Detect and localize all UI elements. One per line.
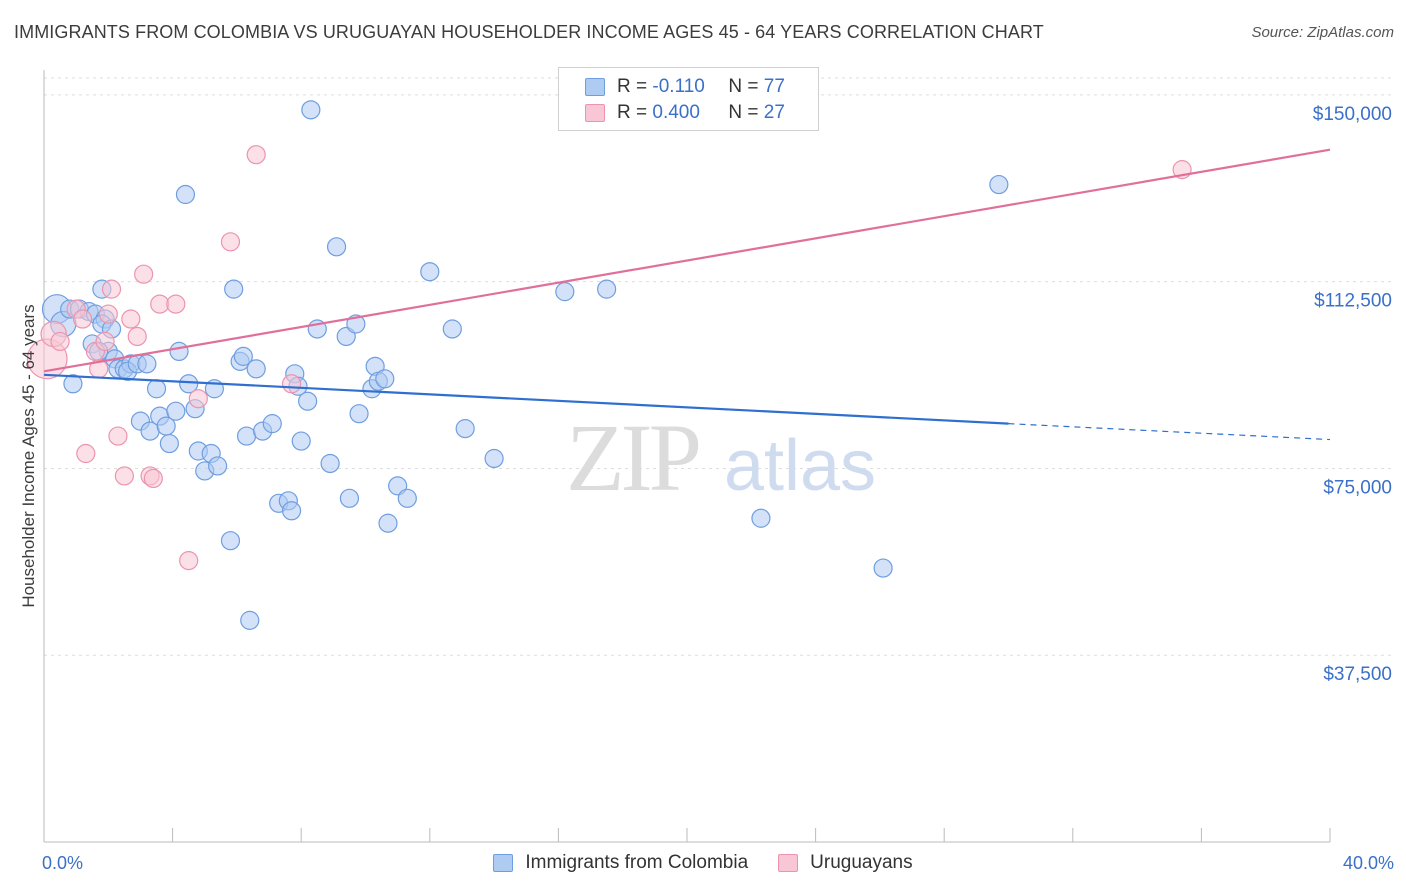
- point-colombia[interactable]: [240, 610, 260, 630]
- point-colombia[interactable]: [375, 369, 395, 389]
- legend-r-label: R =: [617, 102, 648, 123]
- trend-line-uruguayans: [43, 148, 1331, 373]
- point-colombia[interactable]: [455, 419, 475, 439]
- point-colombia[interactable]: [298, 391, 318, 411]
- legend-r-value: -0.110: [652, 76, 705, 97]
- point-uruguayans[interactable]: [101, 279, 122, 299]
- point-colombia[interactable]: [484, 448, 504, 469]
- axes: [43, 70, 1331, 843]
- watermark-atlas: atlas: [724, 426, 876, 506]
- y-tick-label: $37,500: [1323, 664, 1392, 685]
- x-tick-label-min: 0.0%: [42, 853, 83, 873]
- legend-label-colombia: Immigrants from Colombia: [525, 852, 749, 873]
- point-colombia[interactable]: [220, 531, 241, 551]
- point-colombia[interactable]: [179, 374, 199, 394]
- legend-r-value: 0.400: [652, 102, 700, 123]
- data-points: [26, 100, 1192, 630]
- point-uruguayans[interactable]: [108, 426, 128, 446]
- point-colombia[interactable]: [326, 237, 347, 257]
- point-colombia[interactable]: [320, 453, 340, 474]
- point-colombia[interactable]: [378, 513, 398, 533]
- point-colombia[interactable]: [597, 279, 617, 299]
- point-uruguayans[interactable]: [220, 232, 241, 252]
- point-colombia[interactable]: [346, 314, 366, 334]
- point-uruguayans[interactable]: [179, 550, 199, 571]
- axis-labels: $37,500 $75,000 $112,500 $150,000 0.0% 40.0% H…: [19, 104, 1394, 873]
- trend-line-colombia-extrapolated: [1008, 423, 1331, 441]
- legend-n-value: 27: [763, 102, 785, 123]
- trend-line-colombia: [43, 373, 1009, 425]
- point-colombia[interactable]: [169, 341, 189, 362]
- point-colombia[interactable]: [397, 488, 417, 508]
- point-uruguayans[interactable]: [150, 294, 170, 314]
- y-tick-label: $150,000: [1313, 104, 1392, 125]
- point-uruguayans[interactable]: [114, 466, 134, 486]
- point-uruguayans[interactable]: [76, 443, 96, 464]
- point-colombia[interactable]: [262, 414, 282, 434]
- watermark: ZIP atlas: [566, 404, 876, 511]
- point-uruguayans[interactable]: [166, 294, 186, 314]
- legend-row-colombia: R = -0.110 N = 77: [585, 74, 785, 100]
- point-colombia[interactable]: [146, 379, 167, 399]
- point-colombia[interactable]: [63, 374, 83, 394]
- point-colombia[interactable]: [137, 354, 157, 374]
- legend-n-value: 77: [763, 76, 785, 97]
- legend-row-uruguayans: R = 0.400 N = 27: [585, 100, 785, 126]
- point-colombia[interactable]: [301, 100, 321, 120]
- legend-swatch-blue: [585, 78, 605, 96]
- point-colombia[interactable]: [208, 456, 228, 476]
- legend-swatch-blue: [493, 854, 514, 872]
- legend-n-label: N =: [728, 102, 759, 123]
- legend-item-uruguayans[interactable]: Uruguayans: [778, 852, 913, 874]
- source-label: Source: ZipAtlas.com: [1251, 24, 1394, 41]
- point-uruguayans[interactable]: [95, 331, 115, 352]
- point-colombia[interactable]: [166, 401, 186, 421]
- point-uruguayans[interactable]: [188, 389, 208, 409]
- x-tick-label-max: 40.0%: [1343, 853, 1394, 873]
- point-uruguayans[interactable]: [50, 331, 70, 352]
- legend-item-colombia[interactable]: Immigrants from Colombia: [493, 852, 748, 874]
- point-uruguayans[interactable]: [281, 374, 302, 394]
- point-colombia[interactable]: [989, 174, 1009, 195]
- point-colombia[interactable]: [291, 431, 311, 451]
- legend-n-label: N =: [728, 76, 759, 97]
- point-colombia[interactable]: [236, 426, 257, 446]
- legend-swatch-pink: [585, 104, 605, 122]
- series-legend: Immigrants from Colombia Uruguayans: [0, 852, 1406, 874]
- y-tick-label: $75,000: [1323, 477, 1392, 498]
- point-colombia[interactable]: [175, 184, 196, 205]
- point-uruguayans[interactable]: [98, 304, 118, 324]
- gridlines: [44, 77, 1395, 656]
- point-uruguayans[interactable]: [143, 468, 163, 489]
- point-colombia[interactable]: [751, 508, 771, 528]
- point-colombia[interactable]: [281, 501, 302, 521]
- correlation-legend: R = -0.110 N = 77 R = 0.400 N = 27: [558, 67, 819, 131]
- point-colombia[interactable]: [420, 262, 440, 282]
- point-uruguayans[interactable]: [72, 309, 93, 329]
- trend-lines: [43, 148, 1331, 441]
- y-axis-label: Householder Income Ages 45 - 64 years: [19, 304, 38, 607]
- point-uruguayans[interactable]: [134, 264, 154, 284]
- y-tick-label: $112,500: [1314, 291, 1392, 312]
- chart-title: IMMIGRANTS FROM COLOMBIA VS URUGUAYAN HO…: [14, 22, 1044, 42]
- point-uruguayans[interactable]: [246, 145, 266, 165]
- point-colombia[interactable]: [233, 346, 253, 366]
- legend-swatch-pink: [778, 854, 799, 872]
- point-colombia[interactable]: [339, 488, 360, 508]
- point-uruguayans[interactable]: [127, 326, 147, 347]
- point-colombia[interactable]: [555, 282, 575, 302]
- point-colombia[interactable]: [873, 558, 893, 578]
- point-colombia[interactable]: [159, 433, 179, 454]
- point-colombia[interactable]: [224, 279, 244, 299]
- point-uruguayans[interactable]: [121, 309, 141, 329]
- legend-label-uruguayans: Uruguayans: [810, 852, 913, 873]
- point-colombia[interactable]: [442, 319, 462, 339]
- legend-r-label: R =: [617, 76, 648, 97]
- watermark-zip: ZIP: [566, 404, 699, 511]
- point-colombia[interactable]: [349, 404, 369, 424]
- point-colombia[interactable]: [246, 359, 266, 379]
